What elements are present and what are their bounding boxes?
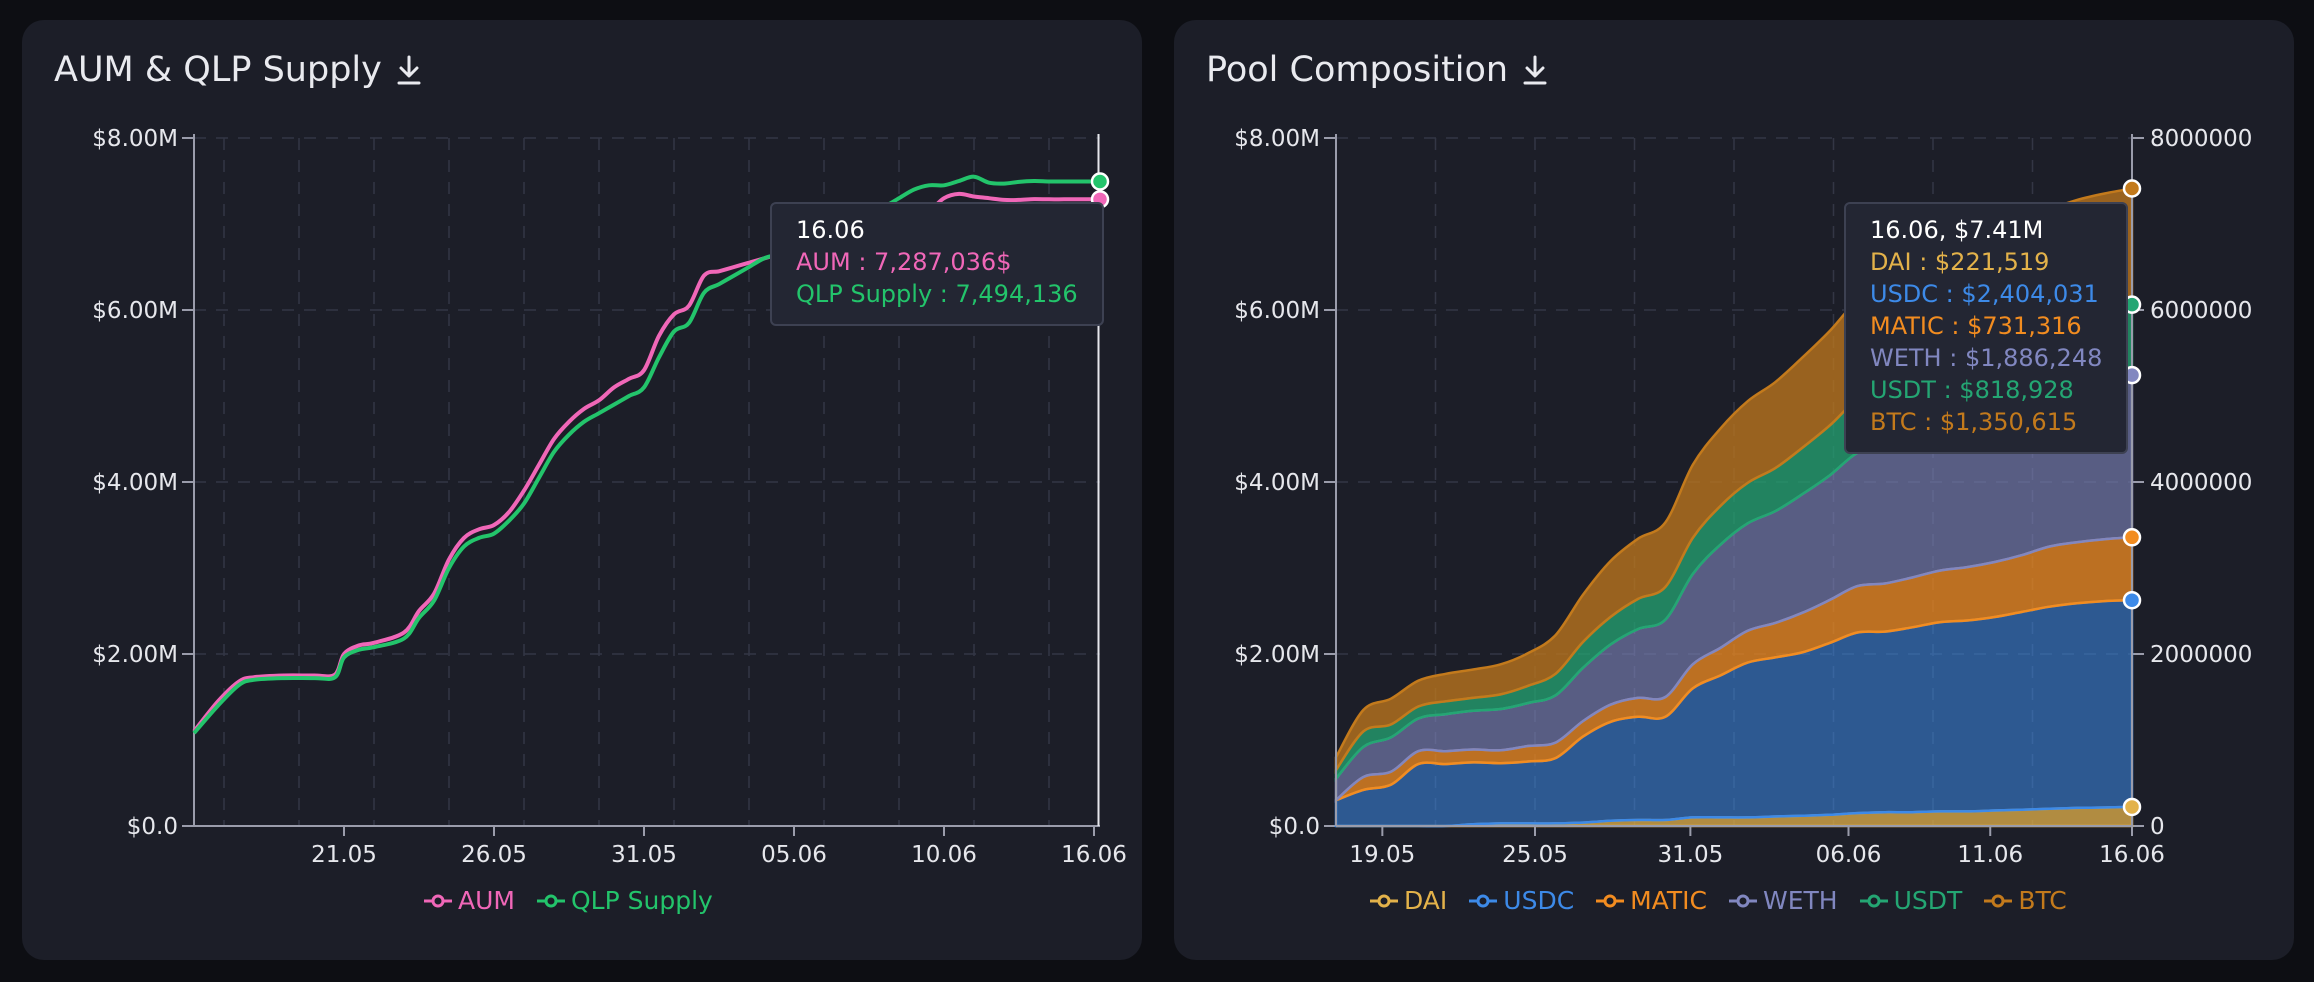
- hover-point-btc: [2122, 179, 2142, 198]
- x-tick-label: 05.06: [761, 842, 827, 868]
- legend-marker-icon: [1859, 894, 1888, 907]
- tooltip-label: AUM: [796, 248, 851, 276]
- legend-item-qlp-supply[interactable]: QLP Supply: [536, 886, 713, 915]
- legend-item-usdt[interactable]: USDT: [1859, 886, 1963, 915]
- y2-tick-label: 4000000: [2150, 470, 2252, 496]
- download-icon[interactable]: [1520, 53, 1550, 87]
- x-tick-label: 19.05: [1349, 842, 1415, 868]
- x-tick-label: 10.06: [911, 842, 977, 868]
- tooltip-line-aum: AUM : 7,287,036$: [796, 248, 1012, 276]
- tooltip-value: $2,404,031: [1961, 280, 2099, 308]
- legend-item-weth[interactable]: WETH: [1729, 886, 1838, 915]
- tooltip-label: QLP Supply: [796, 280, 933, 308]
- tooltip-line-dai: DAI : $221,519: [1870, 248, 2050, 276]
- legend-marker-icon: [1469, 894, 1498, 907]
- tooltip-line-usdc: USDC : $2,404,031: [1870, 280, 2099, 308]
- tooltip-lines: DAI : $221,519 USDC : $2,404,031 MATIC : $…: [1870, 246, 2102, 438]
- tooltip-line-qlp: QLP Supply : 7,494,136: [796, 280, 1078, 308]
- y-tick-label: $2.00M: [1234, 642, 1320, 668]
- aum-legend: AUM QLP Supply: [424, 886, 713, 915]
- y-tick-label: $0.0: [1269, 814, 1320, 840]
- aum-chart-title-row: AUM & QLP Supply: [54, 50, 424, 90]
- x-tick-label: 06.06: [1816, 842, 1882, 868]
- aum-qlp-card: AUM & QLP Supply $0.0 $2.00M $4.00M $6.00M $…: [22, 20, 1142, 960]
- legend-item-aum[interactable]: AUM: [424, 886, 515, 915]
- legend-item-dai[interactable]: DAI: [1370, 886, 1447, 915]
- legend-label: WETH: [1763, 886, 1838, 915]
- hover-point-matic: [2122, 528, 2142, 547]
- hover-point-dai: [2122, 797, 2142, 817]
- series-line-aum: [192, 191, 1100, 733]
- x-tick-label: 26.05: [461, 842, 527, 868]
- x-tick-label: 16.06: [2099, 842, 2165, 868]
- pool-composition-card: Pool Composition $0.0 0 $2.00M 2000000 $4.00…: [1174, 20, 2294, 960]
- tooltip-value: $1,350,615: [1939, 408, 2078, 436]
- tooltip-label: BTC: [1870, 408, 1917, 436]
- y2-tick-label: 2000000: [2150, 642, 2252, 668]
- hover-point-usdc: [2122, 590, 2142, 610]
- aum-tooltip: 16.06 AUM : 7,287,036$ QLP Supply : 7,49…: [770, 202, 1104, 326]
- y-tick-label: $8.00M: [92, 126, 178, 152]
- tooltip-value: $731,316: [1967, 312, 2082, 340]
- pool-legend: DAI USDC MATIC WETH USDT BTC: [1370, 886, 2067, 915]
- legend-label: QLP Supply: [570, 886, 713, 915]
- legend-label: DAI: [1404, 886, 1448, 915]
- series-line-qlp-supply: [192, 174, 1100, 735]
- tooltip-date: 16.06: [796, 216, 865, 244]
- tooltip-value: 7,287,036$: [874, 248, 1012, 276]
- tooltip-label: DAI: [1870, 248, 1912, 276]
- hover-point-qlp-supply: [1090, 172, 1110, 191]
- y2-tick-label: 0: [2150, 814, 2165, 840]
- pool-chart-title: Pool Composition: [1206, 50, 1509, 90]
- legend-marker-icon: [424, 894, 452, 907]
- tooltip-label: USDT: [1870, 376, 1936, 404]
- tooltip-value: 7,494,136: [955, 280, 1078, 308]
- x-tick-label: 25.05: [1502, 842, 1568, 868]
- pool-area-chart[interactable]: $0.0 0 $2.00M 2000000 $4.00M 4000000 $6.00M 600…: [1174, 20, 2294, 960]
- legend-marker-icon: [1370, 894, 1398, 907]
- y-tick-label: $6.00M: [1234, 298, 1320, 324]
- legend-item-usdc[interactable]: USDC: [1469, 886, 1574, 915]
- y-tick-label: $4.00M: [92, 470, 178, 496]
- x-tick-label: 16.06: [1061, 842, 1127, 868]
- x-tick-label: 31.05: [611, 842, 677, 868]
- y2-tick-label: 8000000: [2150, 126, 2252, 152]
- legend-label: USDC: [1503, 886, 1575, 915]
- x-tick-label: 21.05: [311, 842, 377, 868]
- x-tick-label: 11.06: [1957, 842, 2023, 868]
- y-tick-label: $8.00M: [1234, 126, 1320, 152]
- y2-tick-label: 6000000: [2150, 298, 2252, 324]
- aum-chart-title: AUM & QLP Supply: [54, 50, 382, 90]
- tooltip-line-usdt: USDT : $818,928: [1870, 376, 2074, 404]
- x-tick-label: 31.05: [1657, 842, 1723, 868]
- legend-label: MATIC: [1630, 886, 1708, 915]
- legend-item-matic[interactable]: MATIC: [1596, 886, 1707, 915]
- legend-item-btc[interactable]: BTC: [1984, 886, 2067, 915]
- tooltip-label: WETH: [1870, 344, 1942, 372]
- tooltip-label: MATIC: [1870, 312, 1944, 340]
- pool-chart-title-row: Pool Composition: [1206, 50, 1550, 90]
- legend-label: BTC: [2018, 886, 2067, 915]
- tooltip-line-matic: MATIC : $731,316: [1870, 312, 2082, 340]
- y-tick-label: $0.0: [127, 814, 178, 840]
- legend-marker-icon: [1729, 894, 1758, 907]
- legend-label: AUM: [458, 886, 515, 915]
- tooltip-value: $818,928: [1959, 376, 2074, 404]
- aum-line-chart[interactable]: $0.0 $2.00M $4.00M $6.00M $8.00M 21.05 26.05 31…: [22, 20, 1142, 960]
- legend-marker-icon: [536, 894, 565, 907]
- pool-tooltip: 16.06, $7.41M DAI : $221,519 USDC : $2,40…: [1844, 202, 2129, 454]
- y-tick-label: $4.00M: [1234, 470, 1320, 496]
- tooltip-label: USDC: [1870, 280, 1939, 308]
- tooltip-line-btc: BTC : $1,350,615: [1870, 408, 2078, 436]
- y-tick-label: $6.00M: [92, 298, 178, 324]
- tooltip-line-weth: WETH : $1,886,248: [1870, 344, 2103, 372]
- legend-marker-icon: [1984, 894, 2013, 907]
- download-icon[interactable]: [394, 53, 424, 87]
- legend-label: USDT: [1893, 886, 1963, 915]
- tooltip-header: 16.06, $7.41M: [1870, 216, 2044, 244]
- legend-marker-icon: [1596, 894, 1625, 907]
- tooltip-value: $1,886,248: [1964, 344, 2103, 372]
- y-tick-label: $2.00M: [92, 642, 178, 668]
- tooltip-value: $221,519: [1934, 248, 2050, 276]
